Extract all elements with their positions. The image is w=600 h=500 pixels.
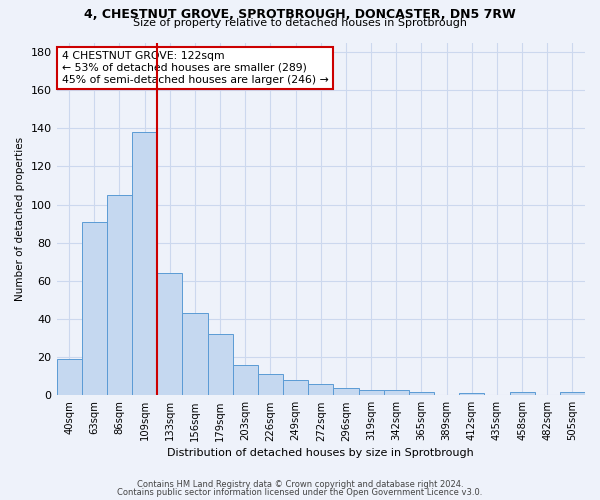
Bar bbox=[56, 359, 82, 396]
Text: 4 CHESTNUT GROVE: 122sqm
← 53% of detached houses are smaller (289)
45% of semi-: 4 CHESTNUT GROVE: 122sqm ← 53% of detach… bbox=[62, 52, 329, 84]
Bar bbox=[182, 314, 208, 396]
Bar bbox=[359, 390, 383, 396]
Bar bbox=[334, 388, 359, 396]
Bar bbox=[308, 384, 334, 396]
Text: Contains public sector information licensed under the Open Government Licence v3: Contains public sector information licen… bbox=[118, 488, 482, 497]
Text: 4, CHESTNUT GROVE, SPROTBROUGH, DONCASTER, DN5 7RW: 4, CHESTNUT GROVE, SPROTBROUGH, DONCASTE… bbox=[84, 8, 516, 20]
Bar bbox=[208, 334, 233, 396]
Bar bbox=[107, 195, 132, 396]
Bar bbox=[132, 132, 157, 396]
Bar bbox=[560, 392, 585, 396]
Text: Size of property relative to detached houses in Sprotbrough: Size of property relative to detached ho… bbox=[133, 18, 467, 28]
Bar bbox=[233, 365, 258, 396]
Bar bbox=[258, 374, 283, 396]
Bar bbox=[409, 392, 434, 396]
Bar bbox=[283, 380, 308, 396]
Text: Contains HM Land Registry data © Crown copyright and database right 2024.: Contains HM Land Registry data © Crown c… bbox=[137, 480, 463, 489]
Bar bbox=[509, 392, 535, 396]
Bar bbox=[383, 390, 409, 396]
Y-axis label: Number of detached properties: Number of detached properties bbox=[15, 137, 25, 301]
Bar bbox=[157, 274, 182, 396]
Bar bbox=[82, 222, 107, 396]
Bar bbox=[459, 394, 484, 396]
X-axis label: Distribution of detached houses by size in Sprotbrough: Distribution of detached houses by size … bbox=[167, 448, 474, 458]
